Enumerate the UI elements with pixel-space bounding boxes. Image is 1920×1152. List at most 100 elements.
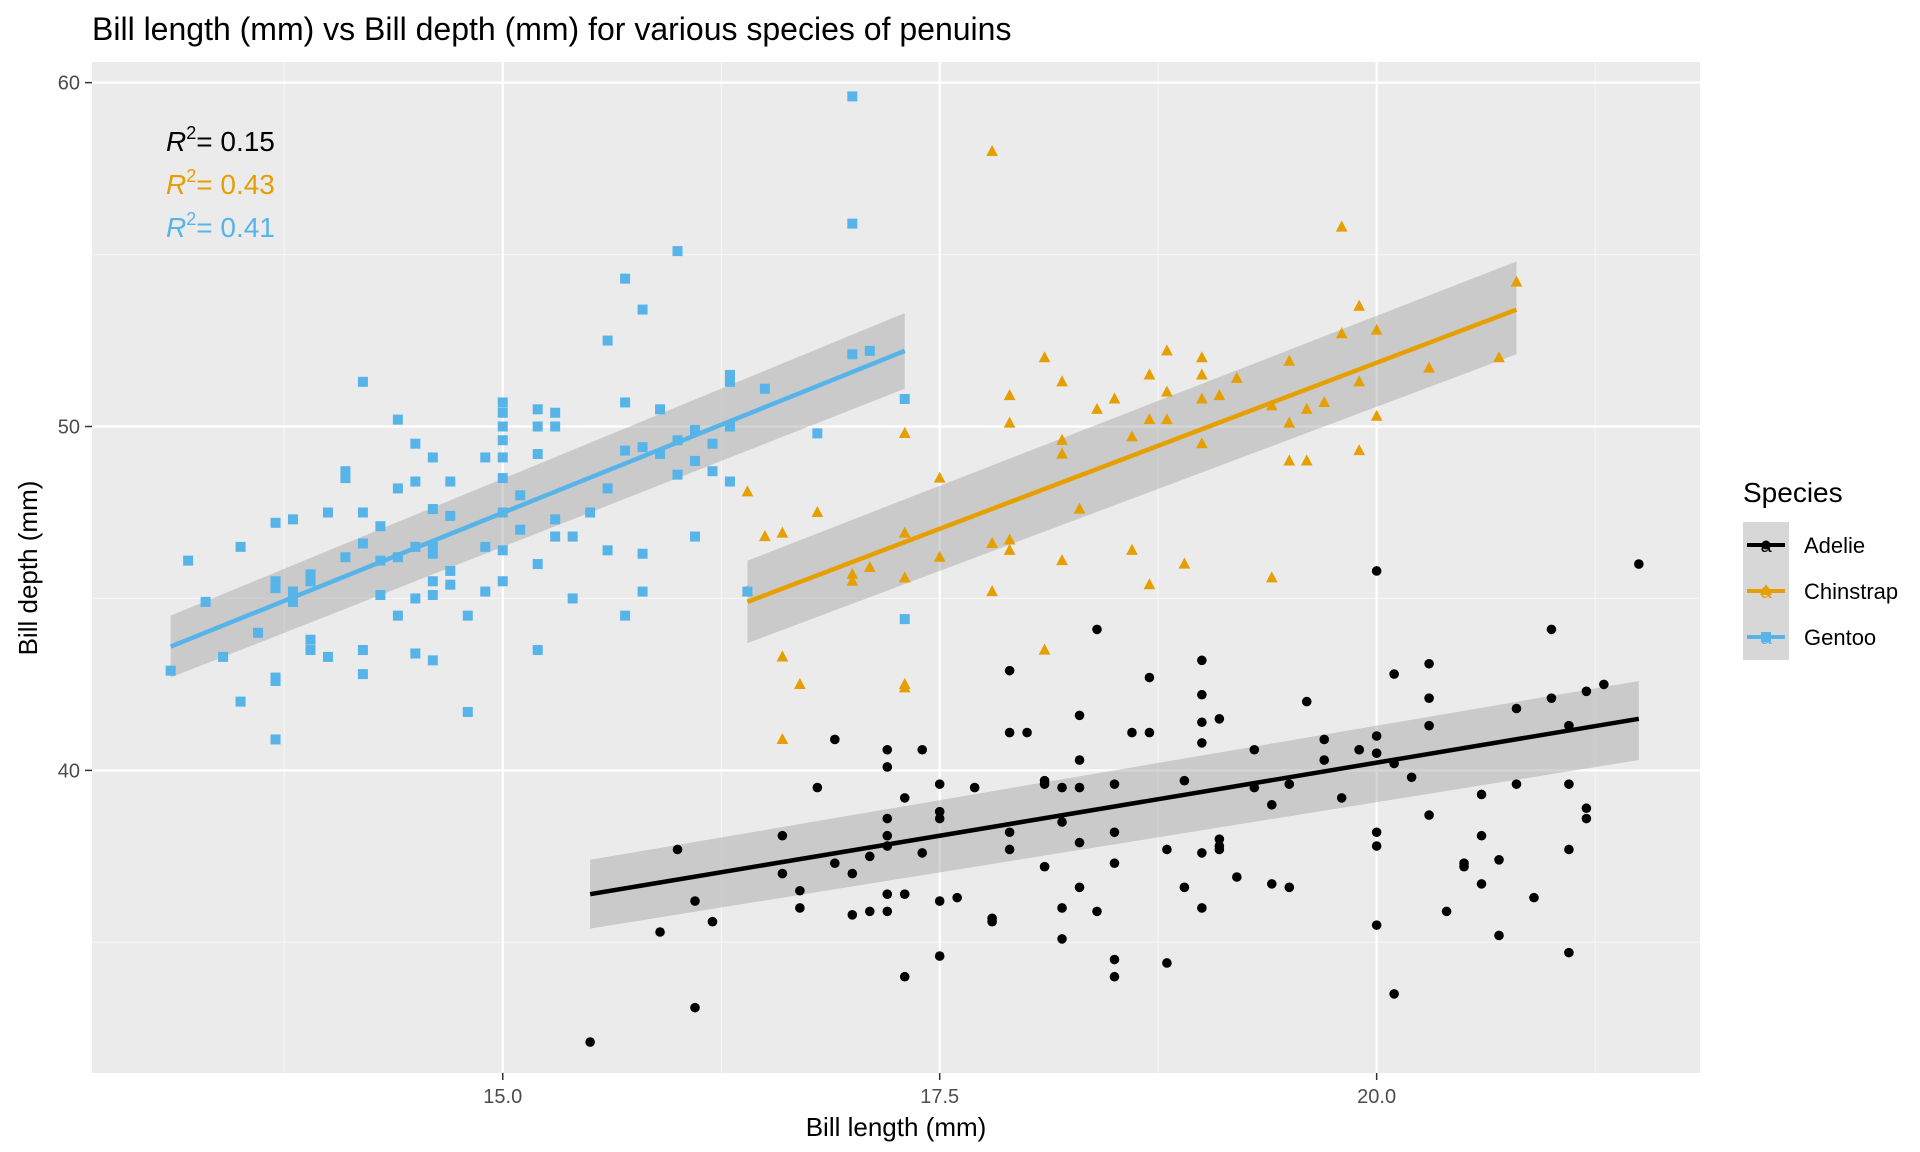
point-gentoo-99 xyxy=(690,455,700,466)
point-adelie-13 xyxy=(847,910,858,920)
point-gentoo-22 xyxy=(322,507,333,518)
point-chinstrap-3 xyxy=(776,526,789,538)
point-gentoo-50 xyxy=(445,579,456,590)
point-adelie-105 xyxy=(1494,930,1504,941)
point-gentoo-49 xyxy=(427,452,438,463)
point-gentoo-69 xyxy=(515,490,526,501)
point-gentoo-95 xyxy=(672,469,683,480)
point-adelie-62 xyxy=(1127,727,1137,738)
point-adelie-58 xyxy=(1109,858,1120,869)
point-adelie-23 xyxy=(882,906,893,917)
point-chinstrap-65 xyxy=(1493,351,1505,363)
point-chinstrap-8 xyxy=(846,567,859,579)
point-adelie-4 xyxy=(690,1002,700,1013)
point-gentoo-102 xyxy=(707,438,718,449)
point-gentoo-92 xyxy=(637,304,648,315)
point-adelie-64 xyxy=(1144,672,1155,683)
point-gentoo-74 xyxy=(532,404,543,415)
point-adelie-126 xyxy=(1511,779,1522,789)
point-chinstrap-25 xyxy=(1038,351,1051,363)
point-adelie-96 xyxy=(1389,989,1399,999)
point-adelie-71 xyxy=(1197,738,1207,748)
point-gentoo-36 xyxy=(392,414,403,425)
point-chinstrap-64 xyxy=(1423,361,1435,373)
point-adelie-76 xyxy=(1214,834,1225,844)
point-gentoo-85 xyxy=(620,610,631,621)
point-gentoo-23 xyxy=(340,552,351,563)
point-adelie-112 xyxy=(1581,803,1592,814)
confidence-band-gentoo xyxy=(170,313,905,678)
regression-line-gentoo xyxy=(169,348,906,649)
point-adelie-38 xyxy=(1004,844,1015,855)
point-adelie-113 xyxy=(1634,559,1644,569)
point-gentoo-71 xyxy=(532,559,543,570)
legend-label-gentoo: Gentoo xyxy=(1804,625,1876,650)
point-chinstrap-59 xyxy=(1353,299,1366,311)
point-gentoo-65 xyxy=(497,421,508,432)
point-chinstrap-4 xyxy=(776,650,789,662)
point-gentoo-4 xyxy=(235,696,246,707)
point-adelie-55 xyxy=(1092,906,1102,917)
point-gentoo-73 xyxy=(532,421,543,432)
point-adelie-0 xyxy=(585,1037,595,1047)
point-adelie-103 xyxy=(1476,879,1487,889)
point-chinstrap-38 xyxy=(1143,368,1156,380)
point-adelie-116 xyxy=(1581,813,1592,824)
point-gentoo-114 xyxy=(899,614,910,625)
point-chinstrap-15 xyxy=(898,681,911,693)
point-adelie-84 xyxy=(1284,779,1295,789)
confidence-band-chinstrap xyxy=(747,261,1517,644)
point-adelie-24 xyxy=(899,971,910,982)
point-chinstrap-33 xyxy=(1108,392,1121,404)
point-gentoo-39 xyxy=(410,593,421,604)
point-chinstrap-47 xyxy=(1213,389,1226,401)
point-adelie-125 xyxy=(1476,789,1487,800)
point-gentoo-38 xyxy=(410,648,421,659)
legend-item-chinstrap: a Chinstrap xyxy=(1743,568,1898,614)
point-gentoo-55 xyxy=(462,610,473,621)
point-gentoo-75 xyxy=(550,531,561,542)
point-gentoo-67 xyxy=(497,397,508,408)
point-gentoo-20 xyxy=(305,569,316,580)
point-gentoo-56 xyxy=(480,586,491,597)
point-gentoo-27 xyxy=(357,669,368,680)
point-gentoo-109 xyxy=(812,428,823,439)
point-gentoo-79 xyxy=(567,593,578,604)
point-adelie-108 xyxy=(1546,693,1557,703)
point-adelie-6 xyxy=(777,830,788,841)
point-gentoo-108 xyxy=(759,383,770,394)
point-adelie-107 xyxy=(1511,703,1522,714)
point-adelie-7 xyxy=(777,868,788,879)
point-adelie-22 xyxy=(882,889,893,899)
point-adelie-109 xyxy=(1546,624,1557,635)
point-adelie-33 xyxy=(934,813,945,824)
point-chinstrap-2 xyxy=(759,530,771,542)
point-gentoo-98 xyxy=(690,531,700,542)
point-chinstrap-46 xyxy=(1196,437,1208,449)
legend-title: Species xyxy=(1743,477,1843,508)
point-gentoo-64 xyxy=(497,435,508,446)
point-gentoo-43 xyxy=(427,655,438,666)
regression-lines xyxy=(169,307,1640,897)
legend-label-adelie: Adelie xyxy=(1804,533,1865,558)
point-adelie-27 xyxy=(917,848,928,858)
point-gentoo-2 xyxy=(200,596,211,607)
point-chinstrap-29 xyxy=(1056,447,1068,459)
point-adelie-42 xyxy=(1022,727,1032,738)
point-gentoo-76 xyxy=(550,514,561,525)
point-chinstrap-57 xyxy=(1335,220,1348,232)
point-gentoo-51 xyxy=(445,565,456,576)
point-chinstrap-12 xyxy=(898,526,911,538)
chart-title: Bill length (mm) vs Bill depth (mm) for … xyxy=(92,11,1011,47)
point-gentoo-45 xyxy=(427,576,438,587)
r-squared-annotations: R2= 0.15 R2= 0.43 R2= 0.41 xyxy=(166,123,275,243)
point-gentoo-100 xyxy=(690,424,700,435)
point-gentoo-0 xyxy=(165,665,176,676)
point-adelie-12 xyxy=(830,734,840,745)
x-tick-label-2: 20.0 xyxy=(1357,1086,1396,1108)
point-gentoo-106 xyxy=(724,369,735,380)
point-adelie-93 xyxy=(1371,748,1382,758)
point-chinstrap-54 xyxy=(1300,402,1313,414)
point-adelie-82 xyxy=(1266,879,1277,889)
point-gentoo-34 xyxy=(392,610,403,621)
